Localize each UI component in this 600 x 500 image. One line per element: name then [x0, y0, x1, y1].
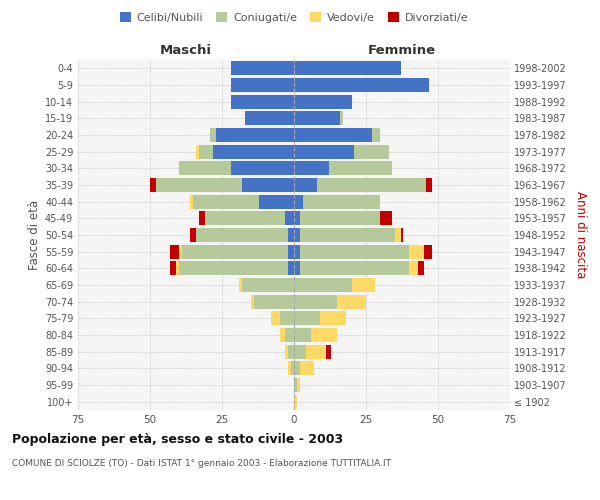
- Text: Popolazione per età, sesso e stato civile - 2003: Popolazione per età, sesso e stato civil…: [12, 432, 343, 446]
- Bar: [288, 344, 294, 359]
- Bar: [190, 194, 193, 209]
- Bar: [326, 344, 331, 359]
- Bar: [294, 112, 340, 126]
- Bar: [311, 328, 337, 342]
- Bar: [300, 361, 314, 376]
- Bar: [294, 62, 401, 76]
- Bar: [150, 178, 156, 192]
- Bar: [294, 228, 300, 242]
- Text: Maschi: Maschi: [160, 44, 212, 57]
- Bar: [291, 361, 294, 376]
- Bar: [176, 261, 179, 276]
- Bar: [294, 344, 305, 359]
- Bar: [409, 244, 424, 259]
- Bar: [305, 344, 326, 359]
- Bar: [297, 378, 300, 392]
- Legend: Celibi/Nubili, Coniugati/e, Vedovi/e, Divorziati/e: Celibi/Nubili, Coniugati/e, Vedovi/e, Di…: [115, 8, 473, 28]
- Bar: [294, 294, 337, 308]
- Bar: [288, 361, 291, 376]
- Bar: [286, 211, 294, 226]
- Bar: [409, 261, 418, 276]
- Bar: [294, 211, 300, 226]
- Bar: [182, 244, 288, 259]
- Bar: [300, 228, 395, 242]
- Bar: [288, 228, 294, 242]
- Bar: [179, 261, 288, 276]
- Bar: [170, 261, 176, 276]
- Bar: [300, 211, 380, 226]
- Bar: [259, 194, 294, 209]
- Bar: [337, 294, 366, 308]
- Bar: [294, 328, 311, 342]
- Bar: [214, 144, 294, 159]
- Y-axis label: Fasce di età: Fasce di età: [28, 200, 41, 270]
- Bar: [251, 294, 254, 308]
- Bar: [294, 261, 300, 276]
- Bar: [190, 228, 196, 242]
- Text: Femmine: Femmine: [368, 44, 436, 57]
- Bar: [211, 128, 216, 142]
- Bar: [288, 261, 294, 276]
- Bar: [401, 228, 403, 242]
- Bar: [294, 194, 302, 209]
- Text: COMUNE DI SCIOLZE (TO) - Dati ISTAT 1° gennaio 2003 - Elaborazione TUTTITALIA.IT: COMUNE DI SCIOLZE (TO) - Dati ISTAT 1° g…: [12, 459, 391, 468]
- Bar: [254, 294, 294, 308]
- Bar: [300, 261, 409, 276]
- Bar: [230, 94, 294, 109]
- Bar: [427, 178, 432, 192]
- Bar: [156, 178, 242, 192]
- Bar: [242, 278, 294, 292]
- Bar: [300, 244, 409, 259]
- Bar: [302, 194, 380, 209]
- Bar: [294, 278, 352, 292]
- Bar: [242, 178, 294, 192]
- Bar: [245, 112, 294, 126]
- Bar: [340, 112, 343, 126]
- Bar: [294, 361, 300, 376]
- Bar: [286, 344, 288, 359]
- Bar: [372, 128, 380, 142]
- Bar: [288, 244, 294, 259]
- Bar: [196, 228, 288, 242]
- Bar: [286, 328, 294, 342]
- Bar: [280, 328, 286, 342]
- Bar: [193, 194, 259, 209]
- Bar: [418, 261, 424, 276]
- Bar: [271, 311, 280, 326]
- Bar: [294, 128, 372, 142]
- Bar: [230, 78, 294, 92]
- Bar: [294, 394, 297, 409]
- Bar: [216, 128, 294, 142]
- Bar: [179, 244, 182, 259]
- Bar: [380, 211, 392, 226]
- Bar: [170, 244, 179, 259]
- Bar: [294, 178, 317, 192]
- Bar: [230, 162, 294, 175]
- Bar: [355, 144, 389, 159]
- Bar: [199, 211, 205, 226]
- Bar: [230, 62, 294, 76]
- Bar: [320, 311, 346, 326]
- Bar: [329, 162, 392, 175]
- Bar: [317, 178, 427, 192]
- Bar: [179, 162, 230, 175]
- Bar: [294, 244, 300, 259]
- Bar: [294, 94, 352, 109]
- Bar: [294, 311, 320, 326]
- Bar: [294, 378, 297, 392]
- Bar: [294, 162, 329, 175]
- Bar: [205, 211, 286, 226]
- Bar: [196, 144, 199, 159]
- Bar: [395, 228, 401, 242]
- Bar: [199, 144, 214, 159]
- Bar: [294, 144, 355, 159]
- Bar: [424, 244, 432, 259]
- Bar: [352, 278, 374, 292]
- Bar: [280, 311, 294, 326]
- Bar: [294, 78, 430, 92]
- Bar: [239, 278, 242, 292]
- Y-axis label: Anni di nascita: Anni di nascita: [574, 192, 587, 278]
